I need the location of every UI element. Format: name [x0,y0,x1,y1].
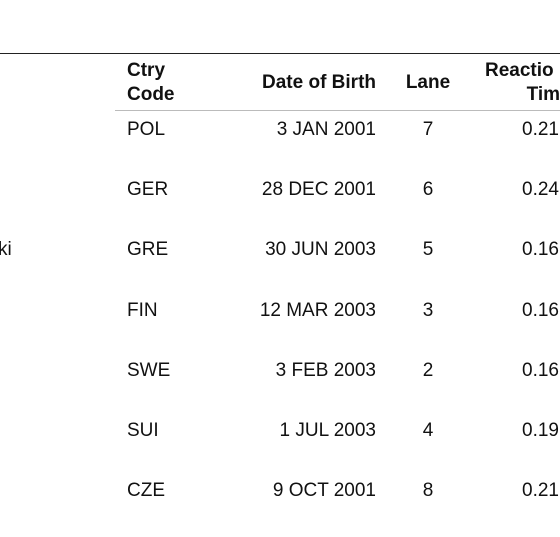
cell-dob: 9 OCT 2001 [272,480,376,502]
header-rule [115,110,560,111]
cell-dob: 28 DEC 2001 [261,179,376,201]
cell-lane: 2 [422,359,434,381]
cell-lane: 4 [422,420,434,441]
cell-lane: 5 [422,239,434,261]
cell-dob: 30 JUN 2003 [265,239,376,261]
cell-name: ki [0,239,12,261]
cell-reaction: 0.24 [522,179,559,201]
header-ctry: Ctry [127,60,166,81]
header-reaction: Reactio [485,60,554,81]
cell-reaction: 0.16 [522,359,559,381]
cell-reaction: 0.16 [522,299,559,321]
cell-ctry: POL [127,119,166,140]
header-lane: Lane [405,72,451,93]
cell-dob: 1 JUL 2003 [279,420,376,441]
cell-ctry: SUI [127,420,159,441]
cell-ctry: GRE [127,239,169,261]
cell-lane: 6 [422,179,434,201]
cell-lane: 8 [422,480,434,502]
cell-ctry: GER [127,179,169,201]
cell-lane: 7 [422,119,434,140]
cell-ctry: FIN [127,299,158,321]
header-reaction: Tim [526,84,560,105]
cell-reaction: 0.21 [522,119,559,140]
cell-lane: 3 [422,299,434,321]
cell-reaction: 0.16 [522,239,559,261]
header-dob: Date of Birth [262,72,376,93]
top-rule [0,53,560,54]
cell-reaction: 0.19 [522,420,559,441]
cell-ctry: CZE [127,480,165,502]
cell-reaction: 0.21 [522,480,559,502]
cell-ctry: SWE [127,359,171,381]
header-ctry: Code [127,84,175,105]
cell-dob: 3 FEB 2003 [275,359,376,381]
cell-dob: 12 MAR 2003 [259,299,376,321]
cell-dob: 3 JAN 2001 [276,119,376,140]
